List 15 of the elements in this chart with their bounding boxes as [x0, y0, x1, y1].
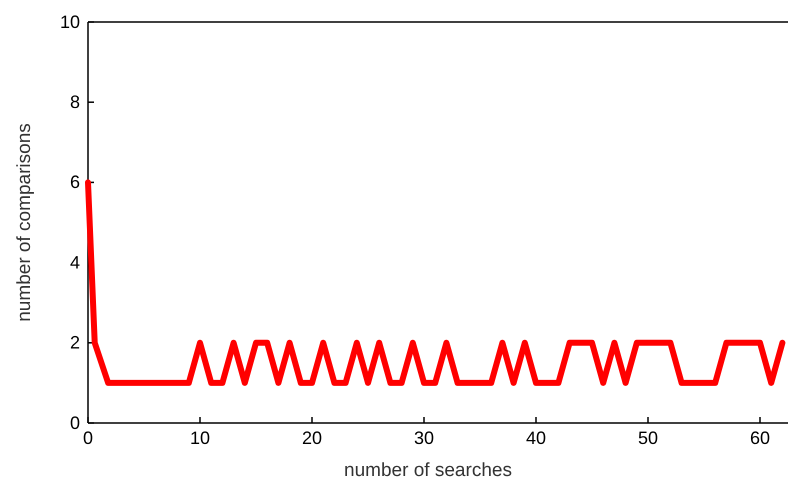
y-tick-label: 8: [70, 92, 80, 112]
y-tick-label: 2: [70, 332, 80, 353]
x-tick-label: 40: [526, 428, 546, 448]
x-tick-label: 0: [82, 428, 94, 448]
y-tick-label: 4: [70, 252, 80, 272]
x-tick-label: 10: [190, 428, 210, 448]
x-tick-label: 60: [750, 428, 770, 448]
x-tick-label: 20: [302, 428, 322, 448]
y-axis-title: number of comparisons: [14, 123, 35, 322]
x-tick-label: 30: [414, 428, 434, 448]
x-tick-label: 50: [638, 428, 658, 448]
y-tick-label: 0: [70, 412, 80, 433]
x-axis-title: number of searches: [344, 460, 512, 481]
y-tick-label: 6: [70, 172, 80, 192]
y-tick-label: 10: [60, 12, 80, 32]
